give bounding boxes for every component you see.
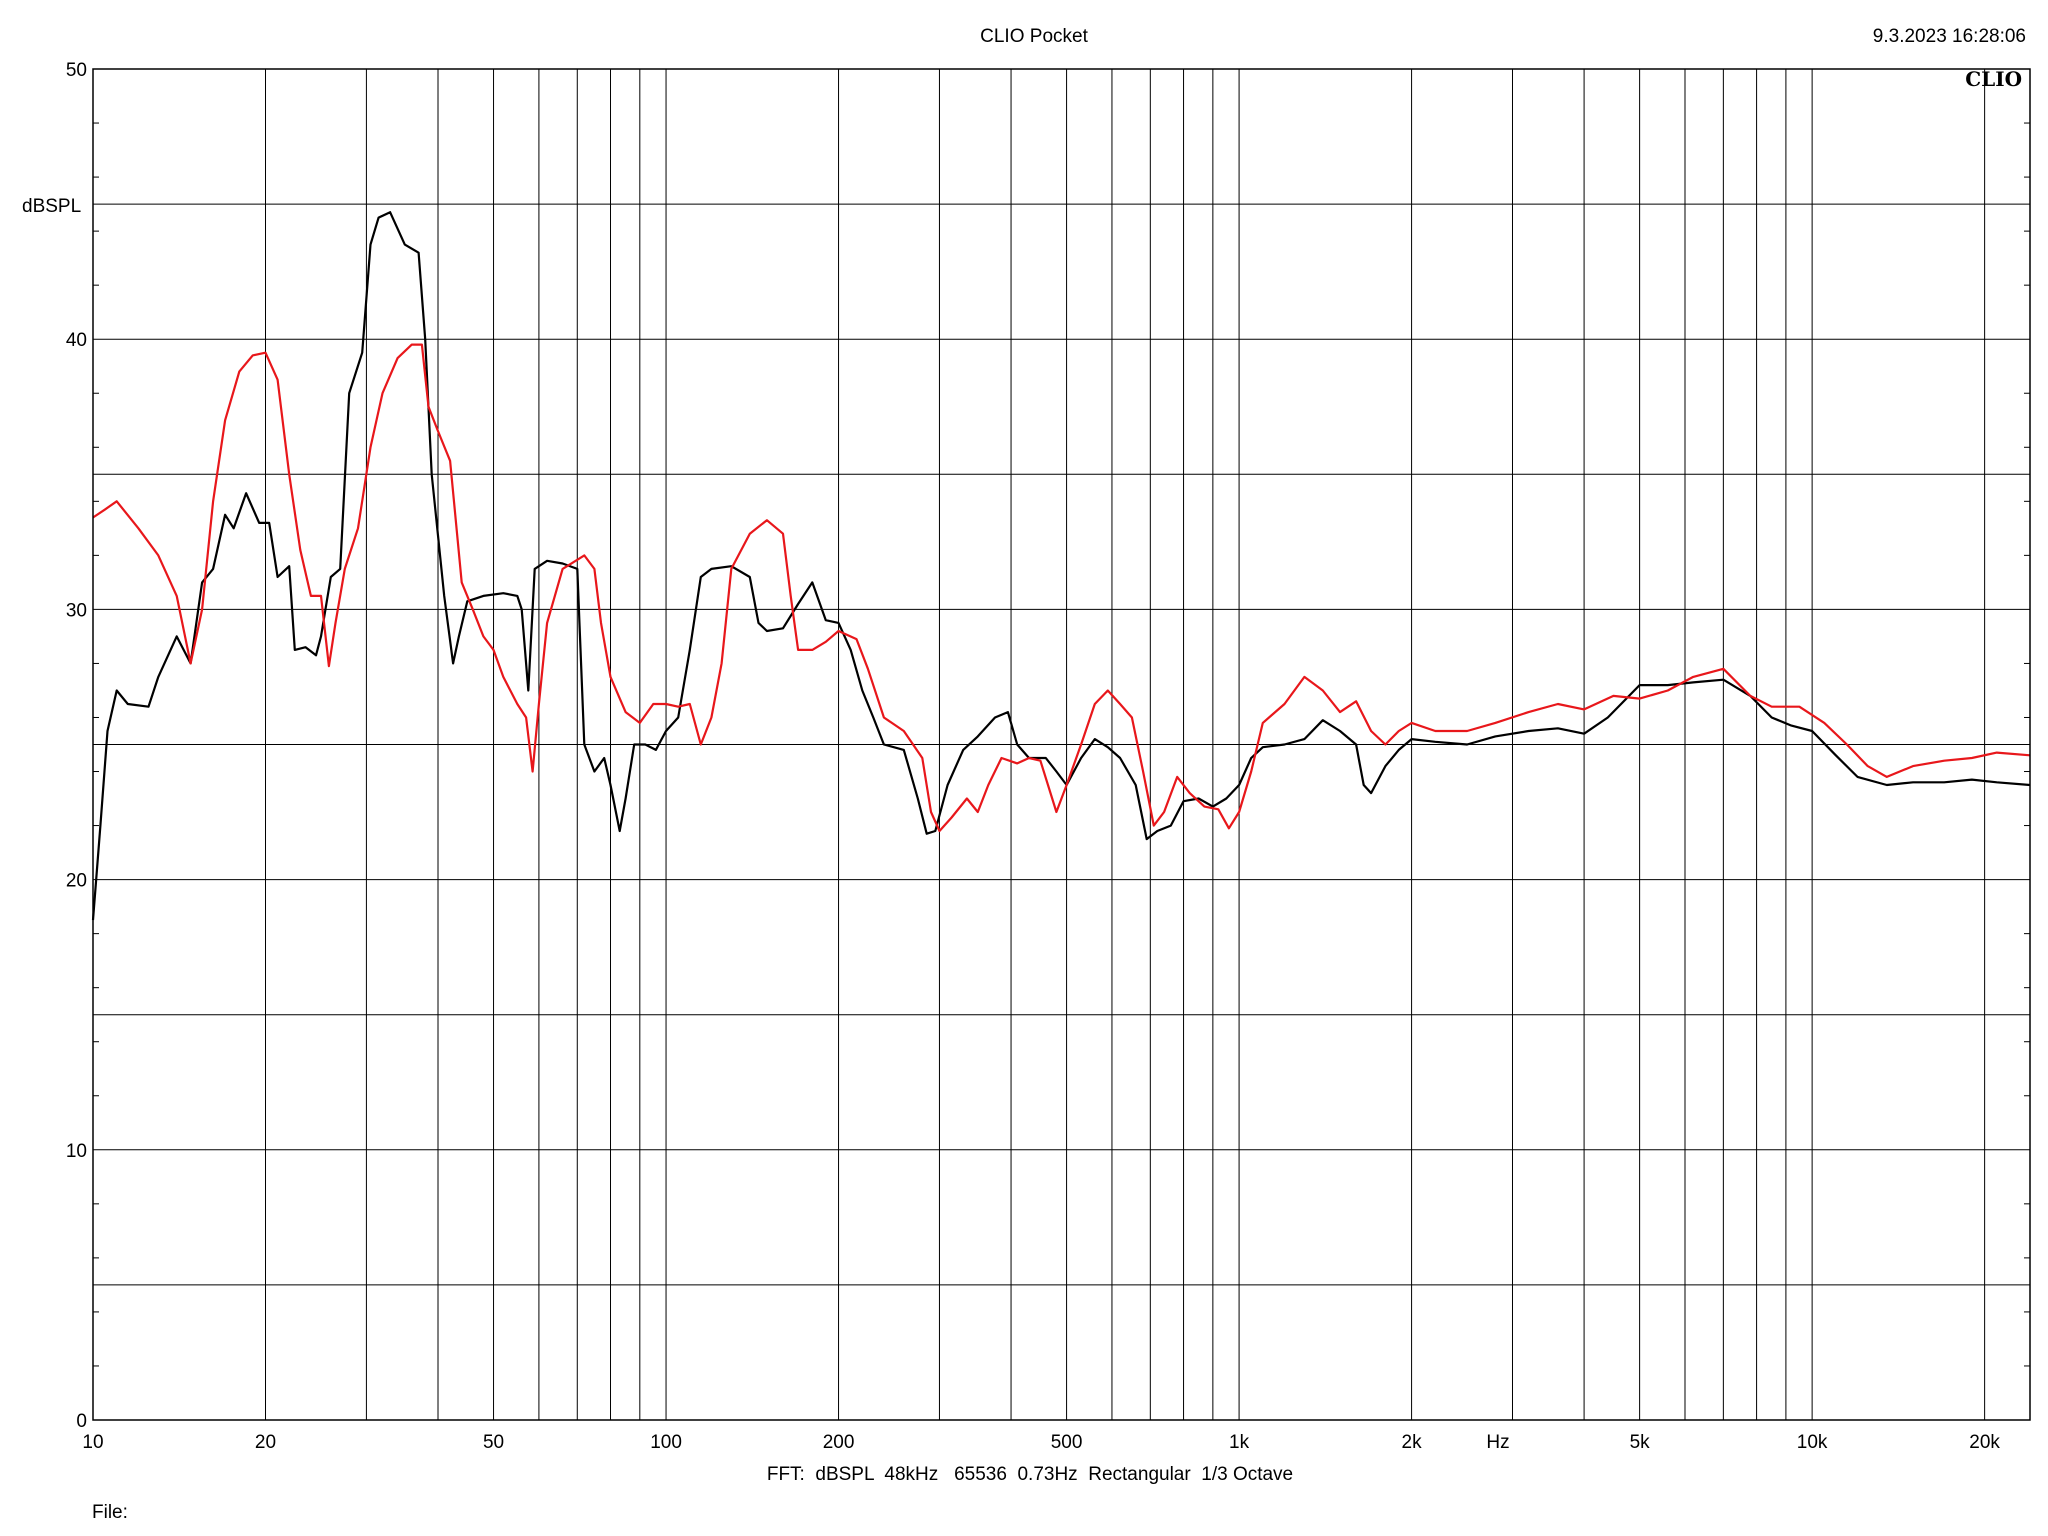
black-response-line [91,211,2031,921]
x-tick-label: 20k [1969,1432,2000,1453]
y-tick-label: 0 [76,1411,87,1432]
timestamp: 9.3.2023 16:28:06 [1873,26,2026,47]
y-tick-label: 50 [66,60,87,81]
x-tick-label: 50 [483,1432,504,1453]
x-tick-label: 10 [82,1432,103,1453]
plot-frame [92,68,2031,1421]
y-axis-label: dBSPL [22,196,81,217]
file-label: File: [92,1502,128,1523]
x-tick-label: 5k [1630,1432,1651,1453]
x-tick-label: 500 [1051,1432,1083,1453]
y-tick-label: 20 [66,871,87,892]
x-axis-unit-label: Hz [1486,1432,1509,1453]
red-response-line [92,343,2031,833]
y-tick-label: 30 [66,600,87,621]
x-tick-label: 200 [823,1432,855,1453]
y-tick-label: 40 [66,330,87,351]
x-tick-label: 10k [1797,1432,1828,1453]
data-series [91,211,2031,921]
x-tick-label: 20 [255,1432,276,1453]
x-tick-label: 1k [1229,1432,1250,1453]
chart-title: CLIO Pocket [980,26,1088,47]
x-tick-label: 100 [650,1432,682,1453]
measurement-settings: FFT: dBSPL 48kHz 65536 0.73Hz Rectangula… [767,1464,1293,1485]
grid [92,68,2030,1421]
clio-logo: CLIO [1965,67,2022,91]
y-tick-label: 10 [66,1141,87,1162]
x-tick-label: 2k [1402,1432,1423,1453]
